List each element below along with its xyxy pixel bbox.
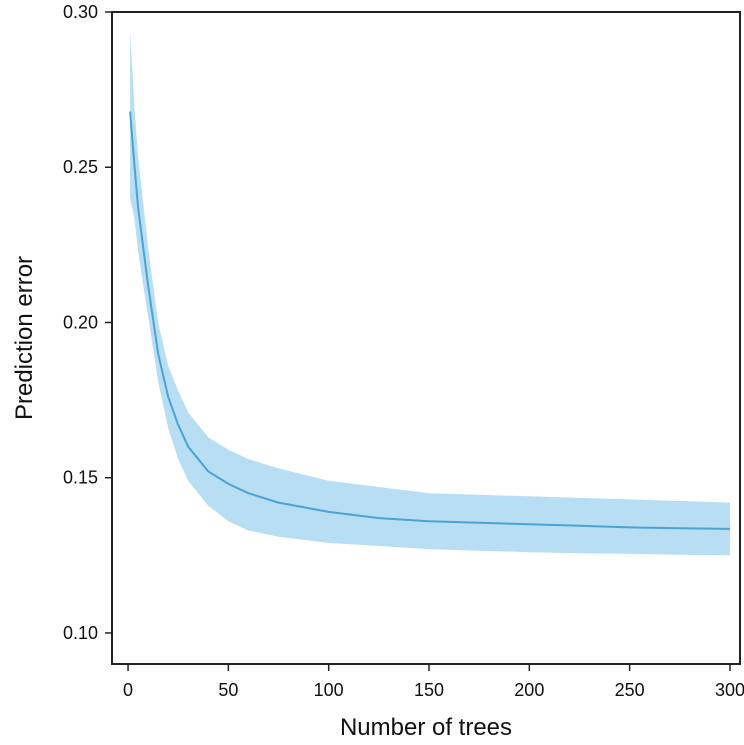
y-tick-label: 0.25	[63, 157, 98, 177]
x-axis-ticks: 0 50 100 150 200 250 300	[123, 664, 744, 700]
y-axis-ticks: 0.10 0.15 0.20 0.25 0.30	[63, 2, 112, 643]
y-tick-label: 0.10	[63, 623, 98, 643]
y-tick-label: 0.15	[63, 468, 98, 488]
x-tick-label: 250	[615, 680, 645, 700]
x-tick-label: 150	[414, 680, 444, 700]
y-tick-label: 0.20	[63, 312, 98, 332]
confidence-band	[130, 30, 731, 556]
x-tick-label: 0	[123, 680, 133, 700]
x-tick-label: 200	[514, 680, 544, 700]
x-tick-label: 100	[314, 680, 344, 700]
x-tick-label: 50	[218, 680, 238, 700]
plot-frame	[111, 11, 741, 665]
x-tick-label: 300	[715, 680, 744, 700]
y-tick-label: 0.30	[63, 2, 98, 22]
x-axis-label: Number of trees	[340, 714, 512, 741]
y-axis-label: Prediction error	[11, 256, 38, 420]
series-line	[129, 111, 731, 530]
